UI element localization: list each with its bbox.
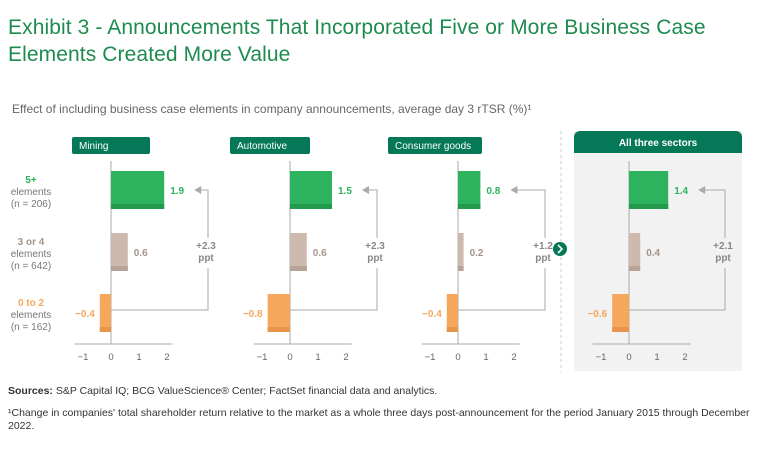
- row-sublabel-1: elements: [11, 249, 52, 260]
- row-count-1: (n = 642): [11, 261, 51, 272]
- sources: Sources: S&P Capital IQ; BCG ValueScienc…: [8, 385, 437, 397]
- bar-0-0: [111, 171, 165, 209]
- delta-value-1: +2.3: [365, 241, 385, 252]
- row-label-2: 0 to 2: [18, 298, 45, 309]
- bar-label-2-0: 0.8: [486, 186, 500, 197]
- x-tick-0-1: 0: [108, 352, 113, 363]
- chevron-right-icon: [557, 244, 564, 254]
- row-sublabel-0: elements: [11, 187, 52, 198]
- x-tick-3-3: 2: [682, 352, 687, 363]
- x-tick-1-3: 2: [343, 352, 348, 363]
- footnote: ¹Change in companies' total shareholder …: [8, 407, 750, 432]
- bar-label-1-2: −0.8: [243, 309, 263, 320]
- exhibit-title: Exhibit 3 - Announcements That Incorpora…: [8, 16, 706, 66]
- x-tick-0-3: 2: [164, 352, 169, 363]
- x-tick-3-2: 1: [654, 352, 659, 363]
- chart-subtitle: Effect of including business case elemen…: [12, 102, 532, 116]
- bar-shadow-2-2: [446, 327, 458, 332]
- panel-header-2: [388, 137, 482, 154]
- bar-label-3-0: 1.4: [674, 186, 688, 197]
- row-label-1: 3 or 4: [18, 237, 45, 248]
- bar-label-0-2: −0.4: [75, 309, 95, 320]
- bar-label-2-2: −0.4: [422, 309, 442, 320]
- bar-0-1: [111, 233, 128, 271]
- bar-1-2: [267, 294, 290, 332]
- bar-3-2: [612, 294, 629, 332]
- bar-label-0-0: 1.9: [170, 186, 184, 197]
- x-tick-3-0: −1: [596, 352, 607, 363]
- bar-label-3-2: −0.6: [587, 309, 607, 320]
- bar-3-1: [629, 233, 641, 271]
- arrow-left-icon: [510, 186, 518, 194]
- delta-value-3: +2.1: [713, 241, 733, 252]
- bar-2-0: [458, 171, 481, 209]
- bar-shadow-0-0: [111, 204, 165, 209]
- row-sublabel-2: elements: [11, 310, 52, 321]
- bar-label-1-1: 0.6: [313, 248, 327, 259]
- delta-value-2: +1.2: [533, 241, 553, 252]
- bar-shadow-0-1: [111, 266, 128, 271]
- panel-header-1: [230, 137, 310, 154]
- bar-shadow-3-2: [612, 327, 629, 332]
- bar-shadow-1-0: [290, 204, 332, 209]
- arrow-left-icon: [698, 186, 706, 194]
- bar-label-1-0: 1.5: [338, 186, 352, 197]
- delta-value-0: +2.3: [196, 241, 216, 252]
- delta-unit-0: ppt: [198, 253, 214, 264]
- x-tick-2-1: 0: [455, 352, 460, 363]
- arrow-left-icon: [194, 186, 202, 194]
- bar-shadow-0-2: [99, 327, 111, 332]
- panel-title-1: Automotive: [237, 141, 287, 152]
- sources-text: S&P Capital IQ; BCG ValueScience® Center…: [52, 385, 438, 397]
- panel-header-0: [72, 137, 150, 154]
- bar-2-2: [446, 294, 458, 332]
- delta-bracket-2: [458, 189, 546, 311]
- bar-shadow-2-1: [458, 266, 464, 271]
- bar-1-1: [290, 233, 307, 271]
- x-tick-1-1: 0: [287, 352, 292, 363]
- bar-shadow-2-0: [458, 204, 481, 209]
- bar-0-2: [99, 294, 111, 332]
- bar-shadow-1-2: [267, 327, 290, 332]
- x-tick-0-0: −1: [78, 352, 89, 363]
- row-count-2: (n = 162): [11, 322, 51, 333]
- bar-3-0: [629, 171, 669, 209]
- delta-bracket-3: [629, 189, 726, 311]
- bar-label-3-1: 0.4: [646, 248, 660, 259]
- bar-label-0-1: 0.6: [134, 248, 148, 259]
- x-tick-1-0: −1: [257, 352, 268, 363]
- bar-1-0: [290, 171, 332, 209]
- panel-title-3: All three sectors: [619, 138, 698, 149]
- bar-shadow-3-1: [629, 266, 641, 271]
- x-tick-2-3: 2: [511, 352, 516, 363]
- x-tick-1-2: 1: [315, 352, 320, 363]
- x-tick-3-1: 0: [626, 352, 631, 363]
- panel-header-3: [574, 131, 742, 153]
- bar-2-1: [458, 233, 464, 271]
- bar-label-2-1: 0.2: [470, 248, 484, 259]
- x-tick-2-2: 1: [483, 352, 488, 363]
- bar-shadow-3-0: [629, 204, 669, 209]
- x-tick-2-0: −1: [425, 352, 436, 363]
- x-tick-0-2: 1: [136, 352, 141, 363]
- arrow-left-icon: [362, 186, 369, 194]
- panel-title-2: Consumer goods: [395, 141, 471, 152]
- delta-bracket-0: [111, 189, 209, 311]
- bar-shadow-1-1: [290, 266, 307, 271]
- panel-title-0: Mining: [79, 141, 108, 152]
- delta-bracket-1: [290, 189, 378, 311]
- row-label-0: 5+: [25, 175, 37, 186]
- row-count-0: (n = 206): [11, 199, 51, 210]
- delta-unit-2: ppt: [535, 253, 551, 264]
- delta-unit-3: ppt: [715, 253, 731, 264]
- delta-unit-1: ppt: [367, 253, 383, 264]
- next-arrow-icon: [553, 242, 567, 256]
- sources-label: Sources:: [8, 385, 53, 397]
